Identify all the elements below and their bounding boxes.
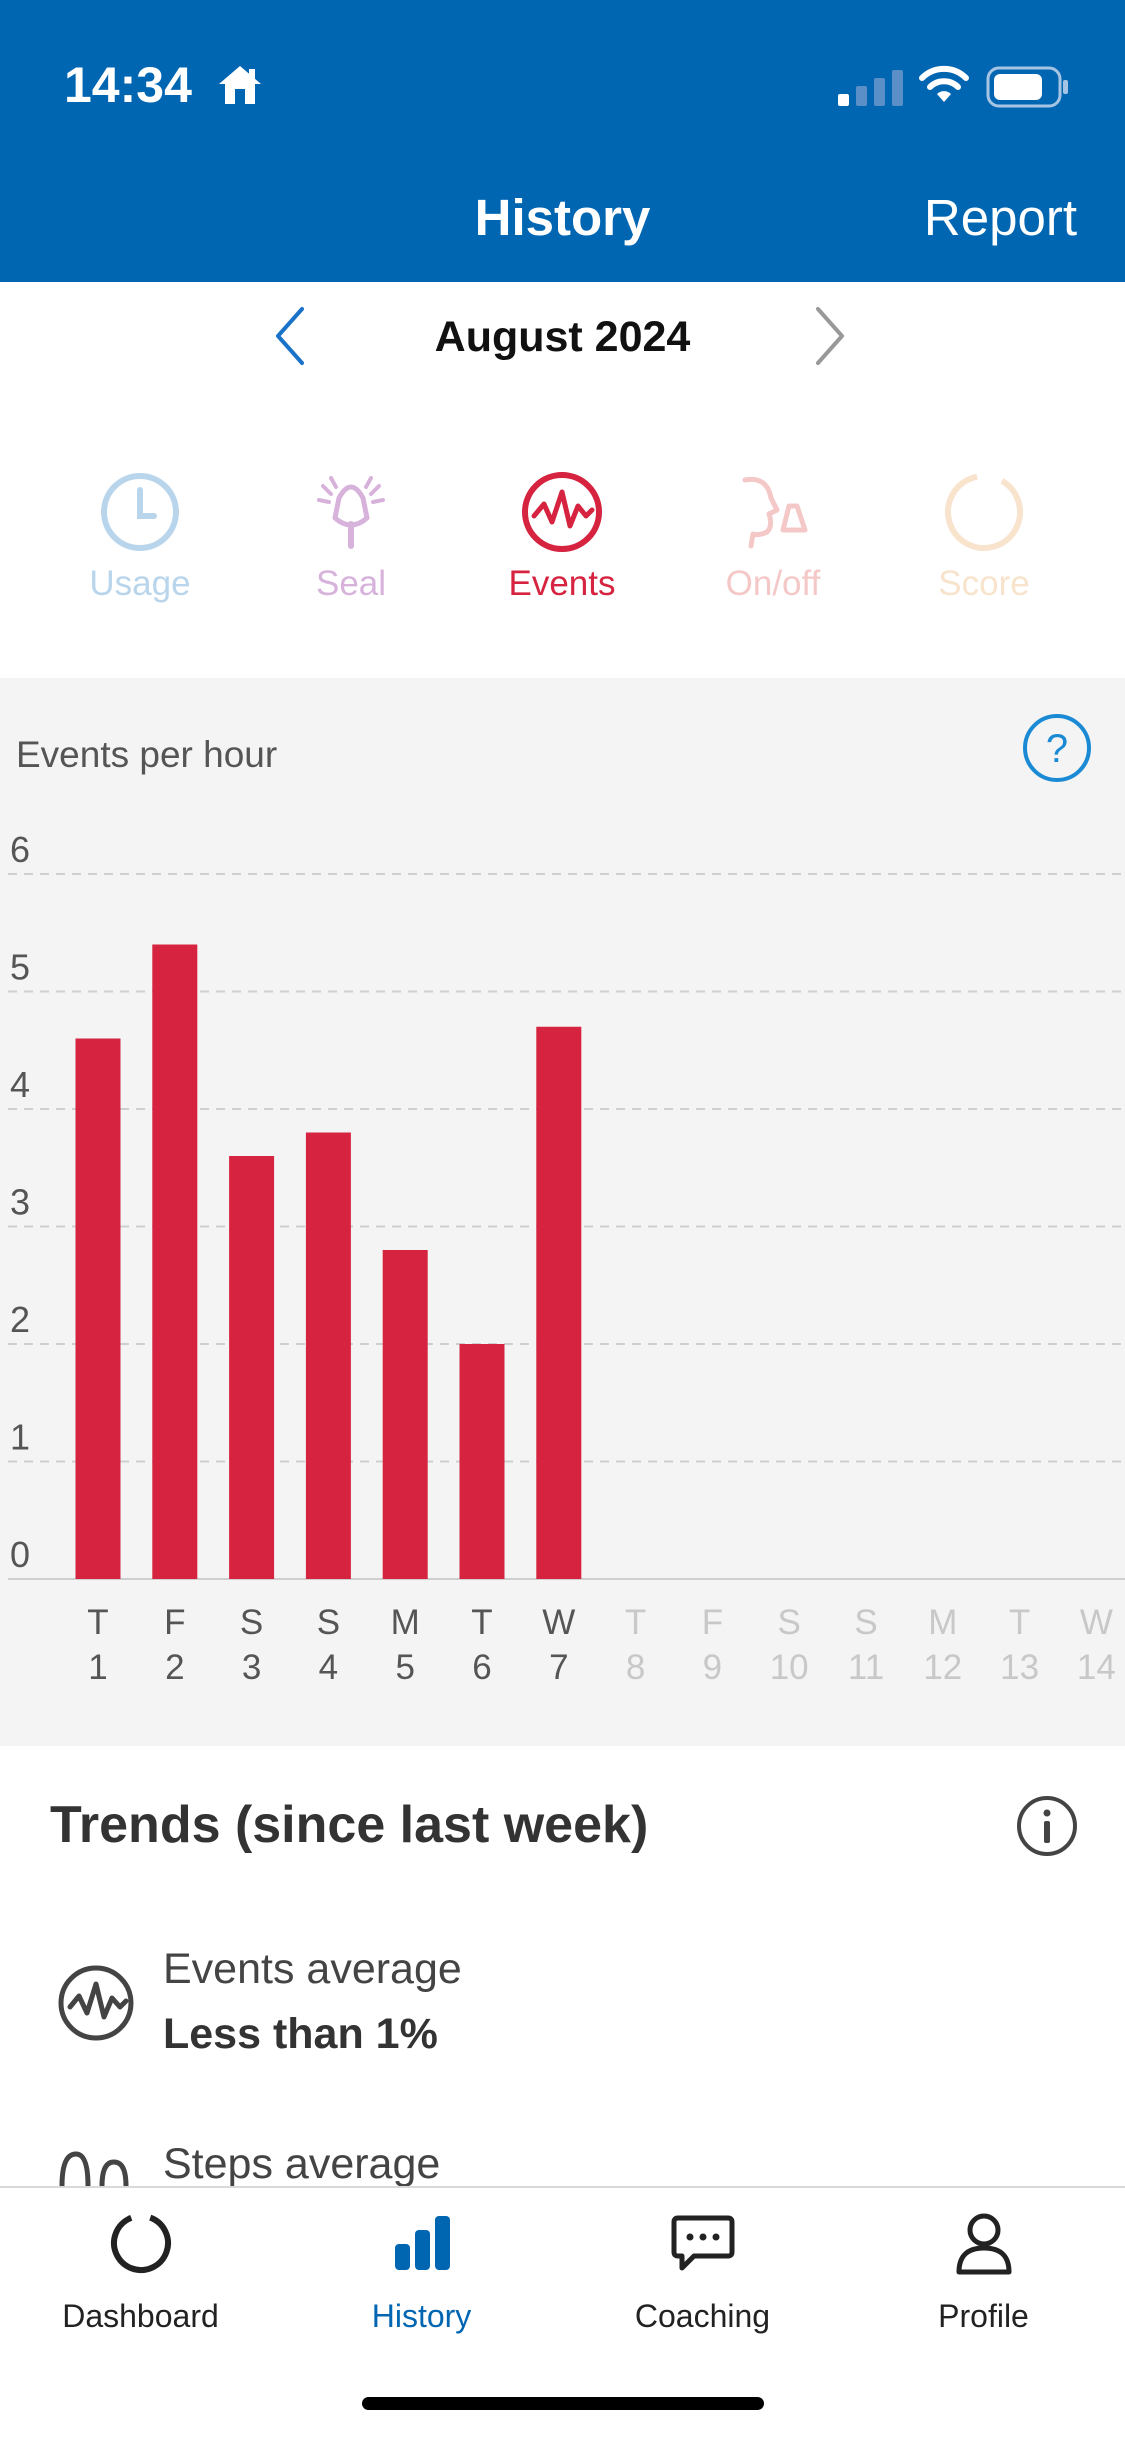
x-tick-day: W bbox=[542, 1603, 575, 1642]
home-indicator bbox=[362, 2397, 764, 2410]
x-tick-day: S bbox=[317, 1603, 340, 1642]
wifi-icon bbox=[919, 65, 969, 102]
chart-title: Events per hour bbox=[16, 734, 277, 775]
x-tick-day: T bbox=[1009, 1603, 1030, 1642]
x-tick-date: 4 bbox=[319, 1648, 338, 1687]
month-label: August 2024 bbox=[434, 313, 691, 361]
y-tick-label: 1 bbox=[10, 1417, 30, 1458]
page-title: History bbox=[474, 189, 651, 246]
trend-events-label: Events average bbox=[163, 1945, 462, 1993]
y-tick-label: 4 bbox=[10, 1064, 30, 1105]
x-tick-date: 6 bbox=[472, 1648, 491, 1687]
metric-score[interactable]: Score bbox=[884, 470, 1084, 604]
x-tick-day: M bbox=[391, 1603, 420, 1642]
chart-bar[interactable] bbox=[382, 1250, 428, 1579]
tab-history[interactable]: History bbox=[281, 2210, 562, 2335]
x-tick-day: W bbox=[1080, 1603, 1113, 1642]
x-tick-day: S bbox=[854, 1603, 877, 1642]
bar-chart-icon bbox=[394, 2216, 450, 2270]
battery-icon bbox=[986, 66, 1068, 108]
dashboard-ring-icon bbox=[110, 2213, 171, 2273]
tab-dashboard[interactable]: Dashboard bbox=[0, 2210, 281, 2335]
metric-events[interactable]: Events bbox=[462, 470, 662, 604]
x-tick-date: 3 bbox=[242, 1648, 261, 1687]
person-icon bbox=[956, 2213, 1011, 2275]
face-mask-icon bbox=[742, 476, 808, 549]
x-tick-date: 5 bbox=[395, 1648, 414, 1687]
x-tick-date: 14 bbox=[1077, 1648, 1116, 1687]
tab-coaching[interactable]: Coaching bbox=[562, 2210, 843, 2335]
help-icon[interactable]: ? bbox=[1021, 712, 1093, 784]
metric-score-label: Score bbox=[938, 564, 1030, 603]
y-tick-label: 2 bbox=[10, 1299, 30, 1340]
x-tick-day: T bbox=[87, 1603, 108, 1642]
x-tick-day: F bbox=[702, 1603, 723, 1642]
clock-icon bbox=[101, 473, 179, 551]
x-tick-day: T bbox=[471, 1603, 492, 1642]
x-tick-day: F bbox=[164, 1603, 185, 1642]
x-tick-date: 1 bbox=[88, 1648, 107, 1687]
chart-bar[interactable] bbox=[229, 1156, 275, 1579]
x-tick-date: 10 bbox=[770, 1648, 809, 1687]
metric-usage-label: Usage bbox=[89, 564, 191, 603]
x-tick-date: 11 bbox=[848, 1648, 884, 1687]
x-tick-date: 9 bbox=[703, 1648, 722, 1687]
cellular-signal-icon bbox=[838, 70, 903, 106]
chart-bar[interactable] bbox=[536, 1026, 582, 1579]
chart-bar[interactable] bbox=[75, 1038, 121, 1580]
chart-bar[interactable] bbox=[305, 1132, 351, 1580]
metric-onoff[interactable]: On/off bbox=[673, 470, 873, 604]
metric-onoff-label: On/off bbox=[725, 564, 821, 603]
y-tick-label: 6 bbox=[10, 829, 30, 870]
x-tick-date: 2 bbox=[165, 1648, 184, 1687]
metric-events-label: Events bbox=[508, 564, 616, 603]
tab-history-label: History bbox=[371, 2298, 472, 2334]
trend-steps-label: Steps average bbox=[163, 2140, 441, 2188]
x-tick-date: 8 bbox=[626, 1648, 645, 1687]
tab-profile[interactable]: Profile bbox=[843, 2210, 1124, 2335]
y-tick-label: 3 bbox=[10, 1182, 30, 1223]
events-wave-icon bbox=[58, 1965, 134, 2041]
status-time: 14:34 bbox=[64, 57, 192, 113]
x-tick-day: T bbox=[625, 1603, 646, 1642]
chart-bar[interactable] bbox=[459, 1344, 505, 1579]
chevron-right-icon[interactable] bbox=[810, 305, 850, 367]
x-tick-date: 12 bbox=[923, 1648, 962, 1687]
metric-usage[interactable]: Usage bbox=[40, 470, 240, 604]
chevron-left-icon[interactable] bbox=[270, 305, 310, 367]
trends-title: Trends (since last week) bbox=[50, 1796, 649, 1854]
tab-coaching-label: Coaching bbox=[634, 2298, 771, 2334]
score-ring-icon bbox=[945, 473, 1023, 551]
mask-seal-icon bbox=[317, 476, 385, 549]
svg-text:?: ? bbox=[1046, 727, 1068, 771]
metric-seal-label: Seal bbox=[315, 564, 387, 603]
tab-profile-label: Profile bbox=[938, 2298, 1029, 2334]
x-tick-day: S bbox=[778, 1603, 801, 1642]
x-tick-day: S bbox=[240, 1603, 263, 1642]
tab-dashboard-label: Dashboard bbox=[62, 2298, 219, 2334]
report-button[interactable]: Report bbox=[923, 189, 1077, 246]
x-tick-date: 7 bbox=[549, 1648, 568, 1687]
events-wave-icon bbox=[522, 472, 602, 552]
app-header: 14:34 History Report bbox=[0, 0, 1125, 282]
chart-bar[interactable] bbox=[152, 944, 198, 1580]
x-tick-day: M bbox=[928, 1603, 957, 1642]
chat-bubble-icon bbox=[671, 2215, 734, 2271]
metric-seal[interactable]: Seal bbox=[251, 470, 451, 604]
home-icon bbox=[219, 66, 261, 104]
steps-icon bbox=[59, 2151, 129, 2186]
info-icon[interactable] bbox=[1016, 1795, 1078, 1857]
x-tick-date: 13 bbox=[1000, 1648, 1039, 1687]
trend-events-value: Less than 1% bbox=[163, 2010, 438, 2058]
y-tick-label: 5 bbox=[10, 947, 30, 988]
y-tick-label: 0 bbox=[10, 1534, 30, 1575]
bottom-tab-bar: Dashboard History Coaching Profile bbox=[0, 2186, 1125, 2438]
